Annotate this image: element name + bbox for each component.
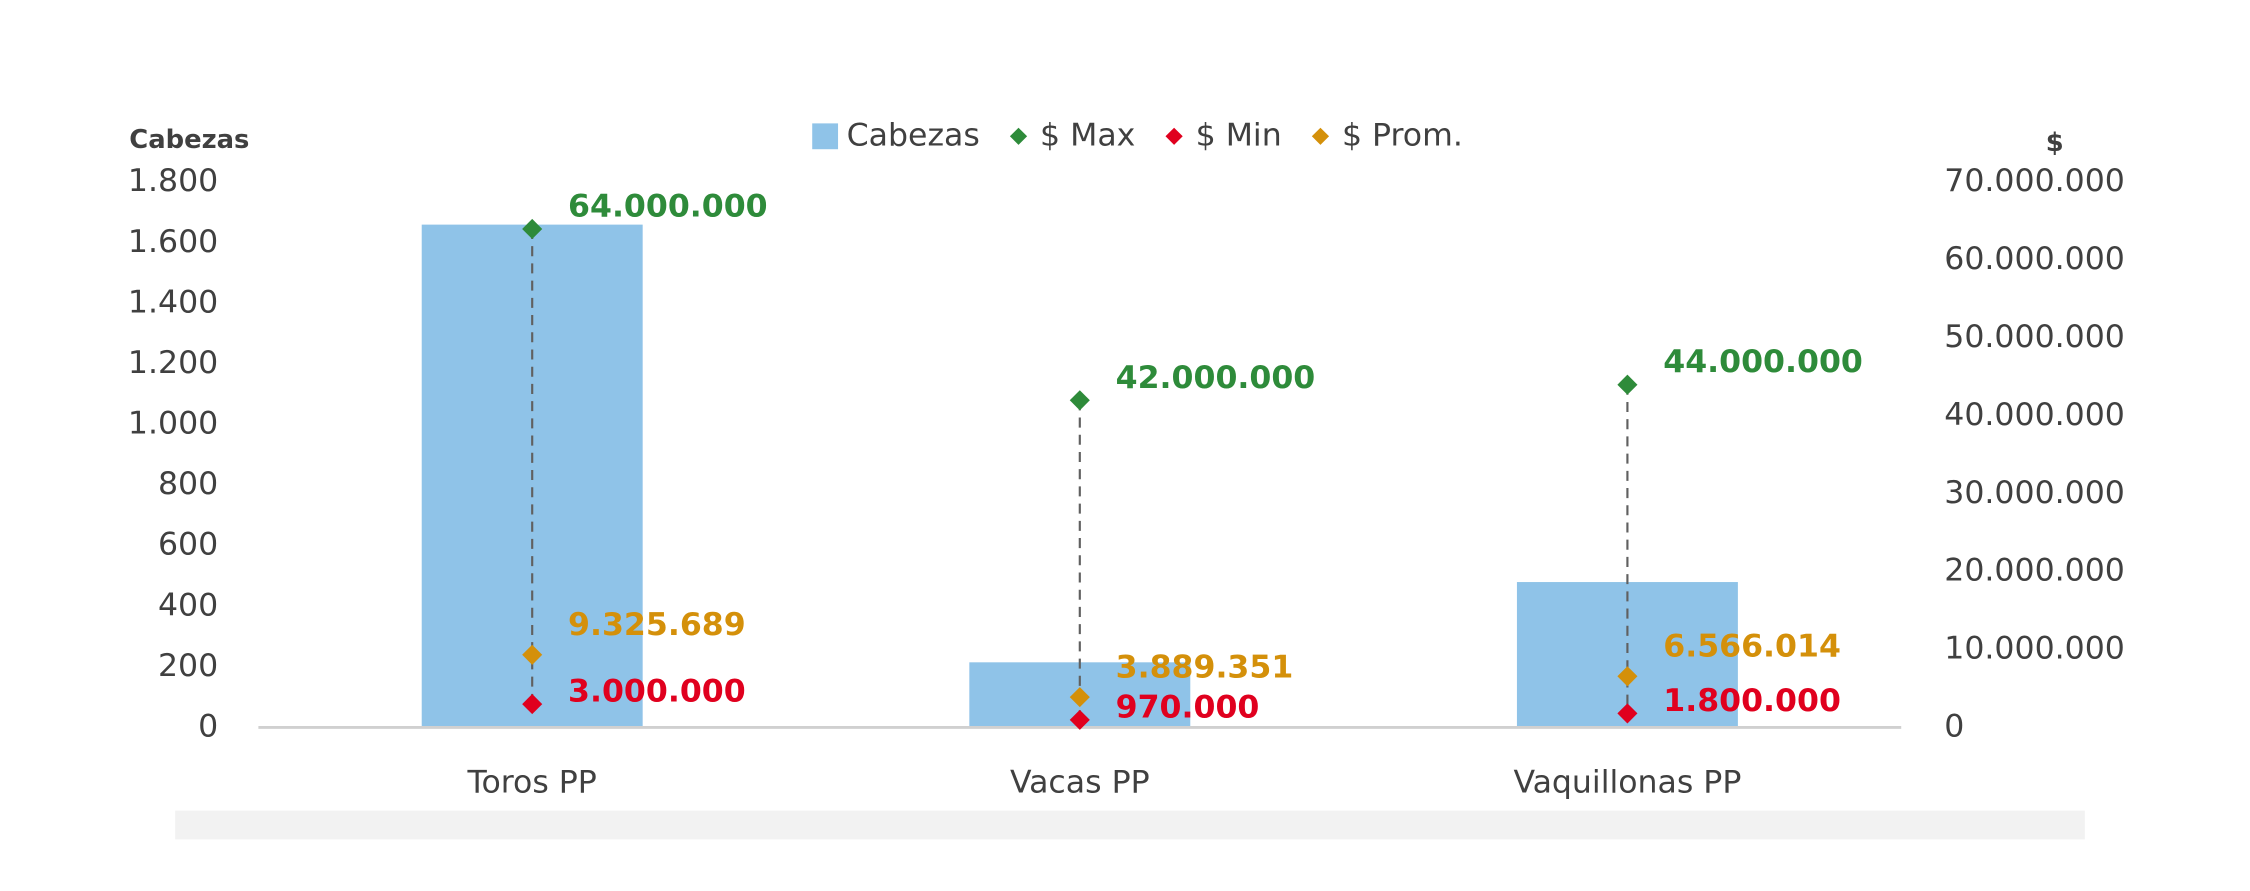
y2-tick-label: 70.000.000	[1944, 163, 2125, 199]
legend-swatch	[1311, 127, 1330, 145]
legend-swatch	[1165, 127, 1183, 145]
marker	[1069, 390, 1090, 411]
legend-label: $ Prom.	[1342, 117, 1463, 153]
y2-tick-label: 0	[1944, 708, 1964, 744]
legend-swatch	[812, 123, 839, 150]
data-label: 1.800.000	[1663, 683, 1841, 719]
y-tick-label: 800	[158, 466, 218, 502]
y2-tick-label: 50.000.000	[1944, 319, 2125, 355]
data-label: 44.000.000	[1663, 344, 1863, 380]
data-label: 970.000	[1116, 689, 1260, 725]
data-label: 9.325.689	[568, 607, 746, 643]
data-label: 42.000.000	[1116, 360, 1316, 396]
y2-tick-label: 30.000.000	[1944, 475, 2125, 511]
marker	[1617, 374, 1638, 395]
data-label: 64.000.000	[568, 188, 768, 224]
legend-label: $ Max	[1040, 117, 1135, 153]
x-tick-label: Vacas PP	[1010, 764, 1150, 800]
y-tick-label: 1.800	[128, 163, 218, 199]
marker	[1617, 703, 1638, 724]
data-label: 6.566.014	[1663, 629, 1841, 665]
marker	[522, 644, 543, 665]
y2-tick-label: 20.000.000	[1944, 553, 2125, 589]
marker	[522, 218, 543, 239]
marker	[1617, 666, 1638, 687]
y-tick-label: 1.200	[128, 345, 218, 381]
data-label: 3.000.000	[568, 674, 746, 710]
footer-band	[175, 810, 2085, 840]
y-tick-label: 600	[158, 527, 218, 563]
y2-axis-title: $	[2046, 128, 2064, 158]
y-tick-label: 400	[158, 587, 218, 623]
y2-tick-label: 40.000.000	[1944, 397, 2125, 433]
y-axis-title: Cabezas	[129, 125, 249, 155]
legend-label: Cabezas	[847, 117, 980, 153]
y-tick-label: 0	[198, 708, 218, 744]
y-tick-label: 200	[158, 648, 218, 684]
y-tick-label: 1.600	[128, 224, 218, 260]
legend-label: $ Min	[1196, 117, 1282, 153]
y2-tick-label: 10.000.000	[1944, 631, 2125, 667]
data-label: 3.889.351	[1116, 649, 1294, 685]
y-tick-label: 1.400	[128, 284, 218, 320]
x-tick-label: Vaquillonas PP	[1513, 764, 1741, 800]
y2-tick-label: 60.000.000	[1944, 241, 2125, 277]
x-tick-label: Toros PP	[467, 764, 597, 800]
legend-swatch	[1009, 127, 1028, 145]
y-tick-label: 1.000	[128, 406, 218, 442]
